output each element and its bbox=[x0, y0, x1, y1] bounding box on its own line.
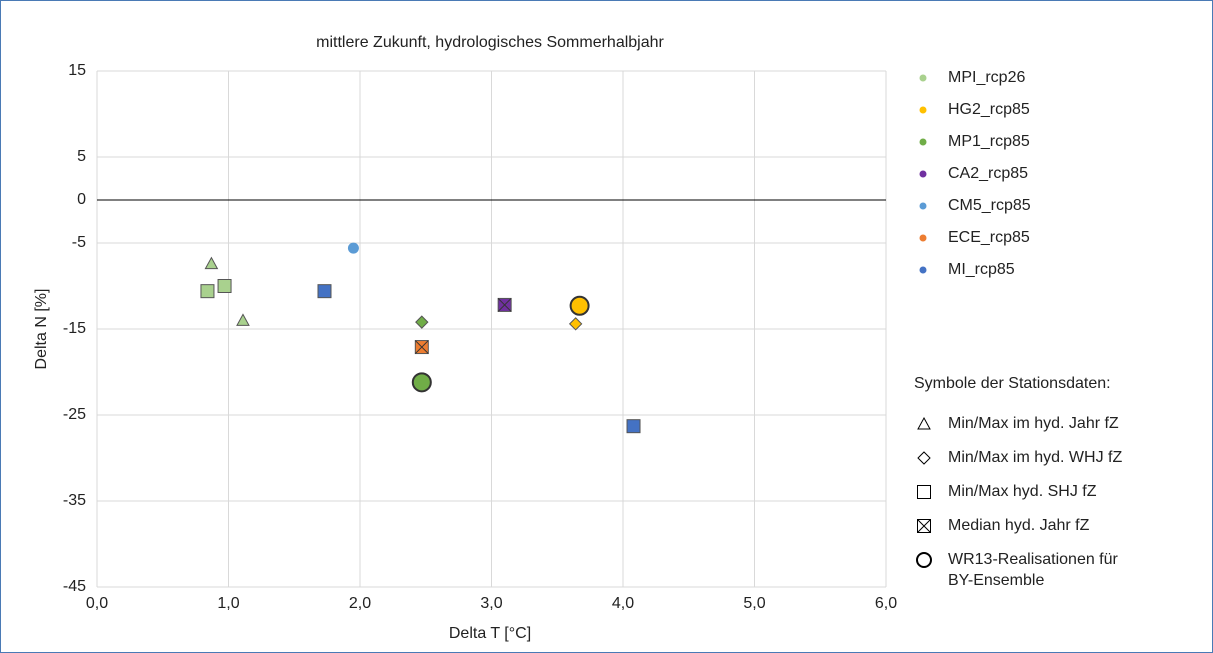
dot-marker bbox=[347, 242, 359, 254]
legend-label: MPI_rcp26 bbox=[948, 69, 1025, 86]
x-axis-label: Delta T [°C] bbox=[449, 625, 531, 642]
square-marker bbox=[317, 284, 332, 299]
x-tick-label: 6,0 bbox=[875, 595, 897, 612]
symbol-legend-label: Min/Max im hyd. Jahr fZ bbox=[948, 415, 1119, 432]
square-marker bbox=[217, 279, 232, 293]
symbol-legend-title: Symbole der Stationsdaten: bbox=[914, 375, 1111, 392]
square-marker bbox=[626, 419, 641, 434]
legend-marker bbox=[919, 106, 927, 114]
median-cross bbox=[497, 298, 512, 312]
chart-title: mittlere Zukunft, hydrologisches Sommerh… bbox=[316, 34, 664, 51]
legend-label: MP1_rcp85 bbox=[948, 133, 1030, 150]
triangle-marker bbox=[236, 313, 250, 326]
legend-label: CA2_rcp85 bbox=[948, 165, 1028, 182]
median-marker bbox=[497, 297, 512, 312]
x-tick-label: 0,0 bbox=[86, 595, 108, 612]
circle-marker bbox=[916, 552, 932, 568]
median-marker bbox=[917, 519, 931, 533]
symbol-legend-label: Min/Max im hyd. WHJ fZ bbox=[948, 449, 1122, 466]
triangle-marker bbox=[204, 256, 219, 270]
y-tick-label: -35 bbox=[63, 492, 86, 509]
diamond-marker bbox=[415, 315, 429, 329]
legend-label: HG2_rcp85 bbox=[948, 101, 1030, 118]
median-marker bbox=[414, 340, 429, 355]
y-tick-label: 0 bbox=[77, 191, 86, 208]
median-cross bbox=[414, 340, 429, 354]
x-tick-label: 1,0 bbox=[217, 595, 239, 612]
diamond-marker bbox=[568, 317, 583, 331]
y-axis-label: Delta N [%] bbox=[33, 289, 50, 370]
circle-marker bbox=[411, 372, 432, 393]
legend-marker bbox=[919, 138, 927, 146]
x-tick-label: 2,0 bbox=[349, 595, 371, 612]
legend-marker bbox=[919, 234, 927, 242]
square-marker bbox=[917, 485, 931, 499]
median-box bbox=[917, 519, 931, 533]
square-marker bbox=[200, 284, 215, 299]
x-tick-label: 4,0 bbox=[612, 595, 634, 612]
legend-marker bbox=[919, 74, 927, 82]
legend-label: ECE_rcp85 bbox=[948, 229, 1030, 246]
y-tick-label: -45 bbox=[63, 578, 86, 595]
y-tick-label: 15 bbox=[68, 62, 86, 79]
symbol-legend-label: Min/Max hyd. SHJ fZ bbox=[948, 483, 1097, 500]
symbol-legend-label: BY-Ensemble bbox=[948, 572, 1044, 589]
diamond-marker bbox=[917, 451, 931, 465]
symbol-legend-label: Median hyd. Jahr fZ bbox=[948, 517, 1090, 534]
x-tick-label: 3,0 bbox=[480, 595, 502, 612]
legend-marker bbox=[919, 266, 927, 274]
x-tick-label: 5,0 bbox=[743, 595, 765, 612]
y-tick-label: 5 bbox=[77, 148, 86, 165]
y-tick-label: -15 bbox=[63, 320, 86, 337]
y-tick-label: -25 bbox=[63, 406, 86, 423]
legend-marker bbox=[919, 170, 927, 178]
legend-label: CM5_rcp85 bbox=[948, 197, 1031, 214]
median-cross bbox=[917, 519, 931, 533]
circle-marker bbox=[569, 295, 590, 316]
legend-marker bbox=[919, 202, 927, 210]
symbol-legend-label: WR13-Realisationen für bbox=[948, 551, 1119, 568]
y-tick-label: -5 bbox=[72, 234, 86, 251]
triangle-marker bbox=[917, 416, 931, 430]
legend-label: MI_rcp85 bbox=[948, 261, 1015, 278]
